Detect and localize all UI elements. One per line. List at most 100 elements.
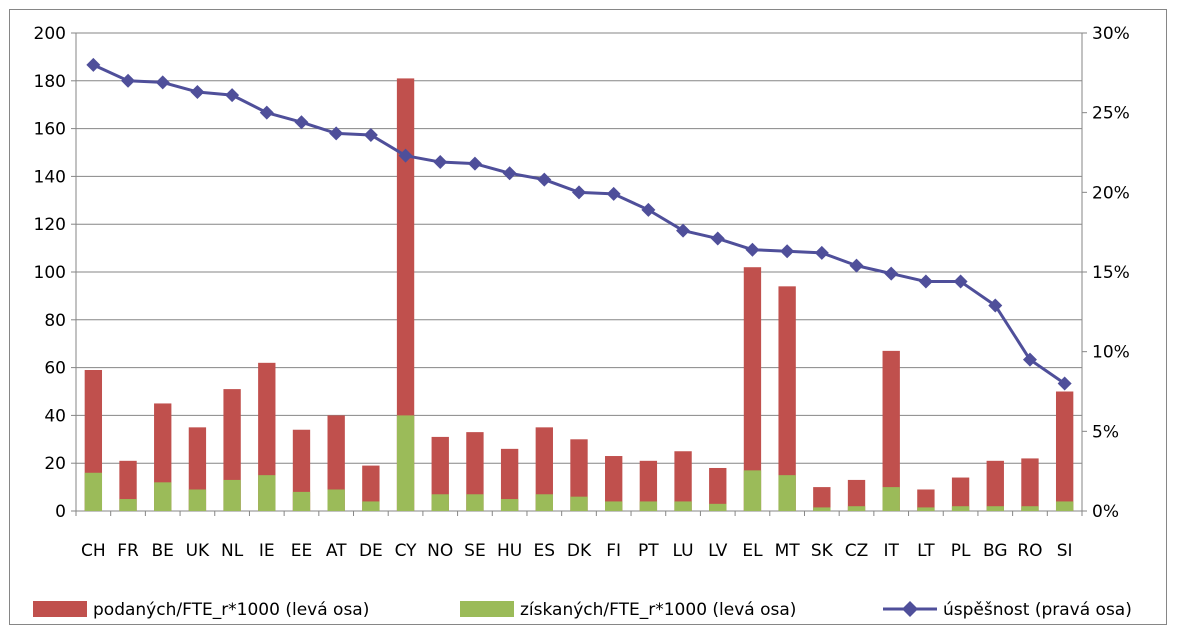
bar-ziskanych: [500, 499, 519, 511]
bar-podanych: [882, 350, 900, 511]
bar-podanych: [431, 436, 449, 511]
x-tick-label: EE: [291, 541, 312, 561]
bar-podanych: [986, 460, 1004, 511]
bar-podanych: [1021, 458, 1039, 511]
x-tick-label: CZ: [845, 541, 869, 561]
x-tick-label: BG: [983, 541, 1008, 561]
x-tick-label: LU: [673, 541, 694, 561]
bar-ziskanych: [743, 470, 762, 511]
bar-ziskanych: [1021, 506, 1039, 511]
point-uspesnost: [849, 258, 864, 273]
bar-ziskanych: [535, 494, 553, 511]
x-tick-label: ES: [534, 541, 556, 561]
point-uspesnost: [641, 202, 656, 217]
bar-ziskanych: [605, 501, 623, 511]
bar-ziskanych: [188, 489, 207, 511]
y-right-tick-label: 0%: [1092, 502, 1119, 522]
x-tick-label: PL: [951, 541, 971, 561]
x-tick-label: BE: [152, 541, 174, 561]
point-uspesnost: [121, 73, 136, 88]
bar-podanych: [535, 427, 553, 511]
bar-ziskanych: [882, 487, 900, 511]
point-uspesnost: [780, 244, 795, 259]
y-left-tick-label: 120: [34, 215, 66, 235]
x-tick-label: LV: [708, 541, 728, 561]
point-uspesnost: [467, 156, 482, 171]
point-uspesnost: [537, 172, 552, 187]
legend-marker-uspesnost: [902, 601, 918, 617]
point-uspesnost: [1057, 376, 1072, 391]
y-right-tick-label: 5%: [1092, 422, 1119, 442]
x-tick-label: SI: [1057, 541, 1073, 561]
bar-ziskanych: [986, 506, 1004, 511]
bar-podanych: [500, 448, 519, 511]
x-tick-label: NL: [221, 541, 244, 561]
bar-ziskanych: [292, 491, 311, 511]
y-left-tick-label: 60: [44, 359, 66, 379]
point-uspesnost: [953, 274, 968, 289]
point-uspesnost: [572, 185, 586, 200]
x-tick-label: EL: [742, 541, 763, 561]
legend-label-ziskanych: získaných/FTE_r*1000 (levá osa): [520, 600, 796, 620]
y-right-tick-label: 15%: [1092, 263, 1130, 283]
chart-frame: [9, 9, 1167, 625]
point-uspesnost: [433, 155, 448, 170]
y-left-tick-label: 140: [34, 167, 66, 187]
y-right-tick-label: 30%: [1092, 24, 1130, 44]
point-uspesnost: [884, 266, 899, 281]
bar-ziskanych: [951, 506, 970, 511]
x-tick-label: FI: [606, 541, 621, 561]
point-uspesnost: [745, 242, 760, 257]
x-tick-label: SE: [464, 541, 486, 561]
x-tick-label: CH: [81, 541, 106, 561]
x-tick-label: IT: [884, 541, 900, 561]
bar-ziskanych: [258, 475, 276, 511]
point-uspesnost: [155, 75, 170, 90]
y-left-tick-label: 20: [44, 454, 66, 474]
point-uspesnost: [1022, 352, 1037, 367]
point-uspesnost: [259, 105, 274, 120]
bar-podanych: [639, 460, 658, 511]
bar-podanych: [743, 267, 762, 511]
bar-ziskanych: [1055, 501, 1074, 511]
point-uspesnost: [814, 245, 829, 260]
bar-podanych: [778, 286, 796, 511]
bar-ziskanych: [396, 415, 415, 511]
y-left-tick-label: 40: [44, 406, 66, 426]
bar-podanych: [709, 467, 727, 511]
bar-ziskanych: [223, 479, 241, 511]
bar-podanych: [119, 460, 137, 511]
bar-ziskanych: [639, 501, 658, 511]
bar-podanych: [674, 451, 692, 511]
bar-ziskanych: [917, 507, 935, 511]
y-left-tick-label: 0: [55, 502, 66, 522]
x-tick-label: DE: [359, 541, 383, 561]
bar-podanych: [605, 456, 623, 511]
point-uspesnost: [294, 115, 309, 130]
y-left-tick-label: 100: [34, 263, 66, 283]
bar-podanych: [951, 477, 970, 511]
bar-ziskanych: [431, 494, 449, 511]
bar-podanych: [258, 362, 276, 511]
bar-ziskanych: [847, 506, 866, 511]
point-uspesnost: [329, 126, 344, 141]
x-tick-label: MT: [775, 541, 801, 561]
y-right-tick-label: 10%: [1092, 343, 1130, 363]
bar-podanych: [466, 432, 484, 511]
legend-swatch-ziskanych: [460, 601, 514, 617]
bar-ziskanych: [674, 501, 692, 511]
point-uspesnost: [225, 88, 240, 103]
y-left-tick-label: 180: [34, 72, 66, 92]
legend-label-uspesnost: úspěšnost (pravá osa): [943, 600, 1132, 620]
bar-podanych: [327, 415, 345, 511]
bar-ziskanych: [570, 496, 588, 511]
x-tick-label: UK: [186, 541, 210, 561]
bar-ziskanych: [84, 472, 103, 511]
bar-podanych: [362, 465, 380, 511]
point-uspesnost: [502, 166, 517, 181]
point-uspesnost: [398, 148, 413, 163]
x-tick-label: PT: [638, 541, 659, 561]
legend-swatch-podanych: [33, 601, 87, 617]
bar-ziskanych: [778, 475, 796, 511]
